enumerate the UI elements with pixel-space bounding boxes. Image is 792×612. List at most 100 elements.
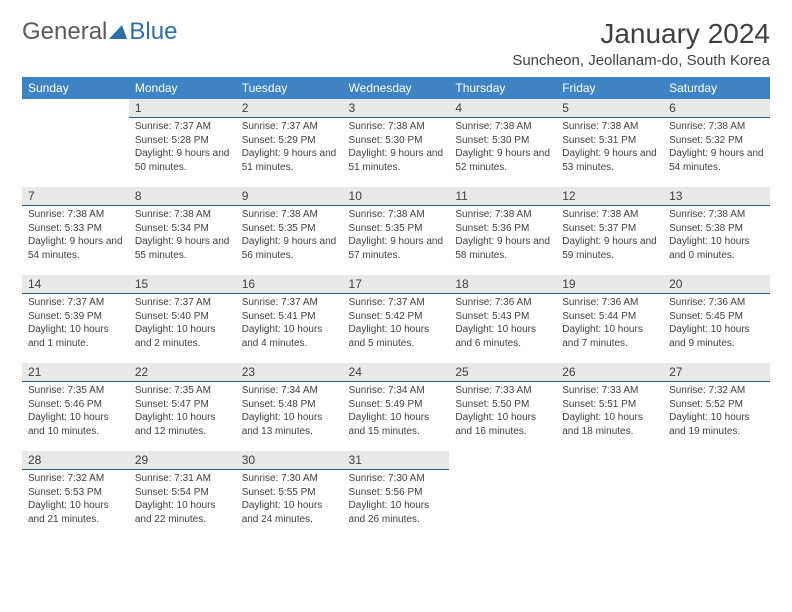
day-number: 15 <box>129 275 236 294</box>
day-content: Sunrise: 7:36 AMSunset: 5:44 PMDaylight:… <box>556 294 663 356</box>
day-content: Sunrise: 7:37 AMSunset: 5:28 PMDaylight:… <box>129 118 236 180</box>
day-content: Sunrise: 7:38 AMSunset: 5:32 PMDaylight:… <box>663 118 770 180</box>
day-content: Sunrise: 7:37 AMSunset: 5:29 PMDaylight:… <box>236 118 343 180</box>
calendar-day-cell <box>449 451 556 539</box>
calendar-week-row: 7Sunrise: 7:38 AMSunset: 5:33 PMDaylight… <box>22 187 770 275</box>
day-number: 20 <box>663 275 770 294</box>
day-content: Sunrise: 7:32 AMSunset: 5:52 PMDaylight:… <box>663 382 770 444</box>
logo-triangle-icon <box>109 25 127 39</box>
calendar-day-cell: 19Sunrise: 7:36 AMSunset: 5:44 PMDayligh… <box>556 275 663 363</box>
header: General Blue January 2024 Suncheon, Jeol… <box>22 18 770 69</box>
day-number: 27 <box>663 363 770 382</box>
calendar-day-cell: 30Sunrise: 7:30 AMSunset: 5:55 PMDayligh… <box>236 451 343 539</box>
calendar-day-cell: 10Sunrise: 7:38 AMSunset: 5:35 PMDayligh… <box>343 187 450 275</box>
day-content: Sunrise: 7:31 AMSunset: 5:54 PMDaylight:… <box>129 470 236 532</box>
calendar-day-cell: 13Sunrise: 7:38 AMSunset: 5:38 PMDayligh… <box>663 187 770 275</box>
day-number: 16 <box>236 275 343 294</box>
calendar-day-cell: 15Sunrise: 7:37 AMSunset: 5:40 PMDayligh… <box>129 275 236 363</box>
calendar-day-cell: 14Sunrise: 7:37 AMSunset: 5:39 PMDayligh… <box>22 275 129 363</box>
day-content: Sunrise: 7:38 AMSunset: 5:37 PMDaylight:… <box>556 206 663 268</box>
calendar-week-row: 21Sunrise: 7:35 AMSunset: 5:46 PMDayligh… <box>22 363 770 451</box>
logo-text-blue: Blue <box>129 18 177 46</box>
day-number: 10 <box>343 187 450 206</box>
day-number: 4 <box>449 99 556 118</box>
weekday-header: Wednesday <box>343 77 450 99</box>
calendar-day-cell: 28Sunrise: 7:32 AMSunset: 5:53 PMDayligh… <box>22 451 129 539</box>
calendar-day-cell: 18Sunrise: 7:36 AMSunset: 5:43 PMDayligh… <box>449 275 556 363</box>
day-content: Sunrise: 7:38 AMSunset: 5:30 PMDaylight:… <box>343 118 450 180</box>
day-number: 31 <box>343 451 450 470</box>
day-content: Sunrise: 7:38 AMSunset: 5:30 PMDaylight:… <box>449 118 556 180</box>
calendar-day-cell: 26Sunrise: 7:33 AMSunset: 5:51 PMDayligh… <box>556 363 663 451</box>
day-number: 24 <box>343 363 450 382</box>
calendar-day-cell: 1Sunrise: 7:37 AMSunset: 5:28 PMDaylight… <box>129 99 236 187</box>
calendar-day-cell: 16Sunrise: 7:37 AMSunset: 5:41 PMDayligh… <box>236 275 343 363</box>
day-content: Sunrise: 7:38 AMSunset: 5:33 PMDaylight:… <box>22 206 129 268</box>
calendar-day-cell <box>556 451 663 539</box>
calendar-day-cell: 11Sunrise: 7:38 AMSunset: 5:36 PMDayligh… <box>449 187 556 275</box>
day-number: 19 <box>556 275 663 294</box>
day-number: 30 <box>236 451 343 470</box>
day-number: 29 <box>129 451 236 470</box>
day-number: 8 <box>129 187 236 206</box>
day-number: 3 <box>343 99 450 118</box>
calendar-day-cell: 8Sunrise: 7:38 AMSunset: 5:34 PMDaylight… <box>129 187 236 275</box>
weekday-header: Saturday <box>663 77 770 99</box>
day-content: Sunrise: 7:38 AMSunset: 5:35 PMDaylight:… <box>236 206 343 268</box>
day-content: Sunrise: 7:37 AMSunset: 5:39 PMDaylight:… <box>22 294 129 356</box>
day-content: Sunrise: 7:37 AMSunset: 5:42 PMDaylight:… <box>343 294 450 356</box>
day-content: Sunrise: 7:35 AMSunset: 5:46 PMDaylight:… <box>22 382 129 444</box>
day-content: Sunrise: 7:34 AMSunset: 5:48 PMDaylight:… <box>236 382 343 444</box>
day-number: 5 <box>556 99 663 118</box>
weekday-header: Tuesday <box>236 77 343 99</box>
day-content: Sunrise: 7:38 AMSunset: 5:31 PMDaylight:… <box>556 118 663 180</box>
calendar-day-cell: 24Sunrise: 7:34 AMSunset: 5:49 PMDayligh… <box>343 363 450 451</box>
day-number: 17 <box>343 275 450 294</box>
calendar-day-cell: 29Sunrise: 7:31 AMSunset: 5:54 PMDayligh… <box>129 451 236 539</box>
calendar-day-cell: 5Sunrise: 7:38 AMSunset: 5:31 PMDaylight… <box>556 99 663 187</box>
day-content: Sunrise: 7:30 AMSunset: 5:55 PMDaylight:… <box>236 470 343 532</box>
calendar-day-cell: 22Sunrise: 7:35 AMSunset: 5:47 PMDayligh… <box>129 363 236 451</box>
day-content: Sunrise: 7:37 AMSunset: 5:41 PMDaylight:… <box>236 294 343 356</box>
day-content: Sunrise: 7:36 AMSunset: 5:43 PMDaylight:… <box>449 294 556 356</box>
day-number: 7 <box>22 187 129 206</box>
day-content: Sunrise: 7:38 AMSunset: 5:38 PMDaylight:… <box>663 206 770 268</box>
logo-text-general: General <box>22 18 107 46</box>
day-number: 28 <box>22 451 129 470</box>
day-content: Sunrise: 7:38 AMSunset: 5:34 PMDaylight:… <box>129 206 236 268</box>
day-number: 1 <box>129 99 236 118</box>
day-content: Sunrise: 7:33 AMSunset: 5:50 PMDaylight:… <box>449 382 556 444</box>
day-number: 14 <box>22 275 129 294</box>
calendar-day-cell: 7Sunrise: 7:38 AMSunset: 5:33 PMDaylight… <box>22 187 129 275</box>
calendar-week-row: 14Sunrise: 7:37 AMSunset: 5:39 PMDayligh… <box>22 275 770 363</box>
day-content: Sunrise: 7:38 AMSunset: 5:36 PMDaylight:… <box>449 206 556 268</box>
calendar-week-row: 28Sunrise: 7:32 AMSunset: 5:53 PMDayligh… <box>22 451 770 539</box>
weekday-header-row: SundayMondayTuesdayWednesdayThursdayFrid… <box>22 77 770 99</box>
day-number: 6 <box>663 99 770 118</box>
weekday-header: Thursday <box>449 77 556 99</box>
day-content: Sunrise: 7:30 AMSunset: 5:56 PMDaylight:… <box>343 470 450 532</box>
day-content: Sunrise: 7:36 AMSunset: 5:45 PMDaylight:… <box>663 294 770 356</box>
day-number: 13 <box>663 187 770 206</box>
weekday-header: Friday <box>556 77 663 99</box>
day-number: 11 <box>449 187 556 206</box>
calendar-day-cell: 21Sunrise: 7:35 AMSunset: 5:46 PMDayligh… <box>22 363 129 451</box>
calendar-day-cell: 2Sunrise: 7:37 AMSunset: 5:29 PMDaylight… <box>236 99 343 187</box>
day-content: Sunrise: 7:33 AMSunset: 5:51 PMDaylight:… <box>556 382 663 444</box>
calendar-day-cell: 12Sunrise: 7:38 AMSunset: 5:37 PMDayligh… <box>556 187 663 275</box>
calendar-day-cell: 20Sunrise: 7:36 AMSunset: 5:45 PMDayligh… <box>663 275 770 363</box>
day-number: 9 <box>236 187 343 206</box>
day-number: 18 <box>449 275 556 294</box>
month-title: January 2024 <box>512 18 770 50</box>
calendar-day-cell: 6Sunrise: 7:38 AMSunset: 5:32 PMDaylight… <box>663 99 770 187</box>
calendar-day-cell: 31Sunrise: 7:30 AMSunset: 5:56 PMDayligh… <box>343 451 450 539</box>
day-content: Sunrise: 7:37 AMSunset: 5:40 PMDaylight:… <box>129 294 236 356</box>
calendar-day-cell <box>663 451 770 539</box>
logo: General Blue <box>22 18 177 46</box>
location-text: Suncheon, Jeollanam-do, South Korea <box>512 52 770 69</box>
day-content: Sunrise: 7:38 AMSunset: 5:35 PMDaylight:… <box>343 206 450 268</box>
calendar-body: 1Sunrise: 7:37 AMSunset: 5:28 PMDaylight… <box>22 99 770 539</box>
empty-day <box>663 451 770 455</box>
day-number: 22 <box>129 363 236 382</box>
day-number: 25 <box>449 363 556 382</box>
